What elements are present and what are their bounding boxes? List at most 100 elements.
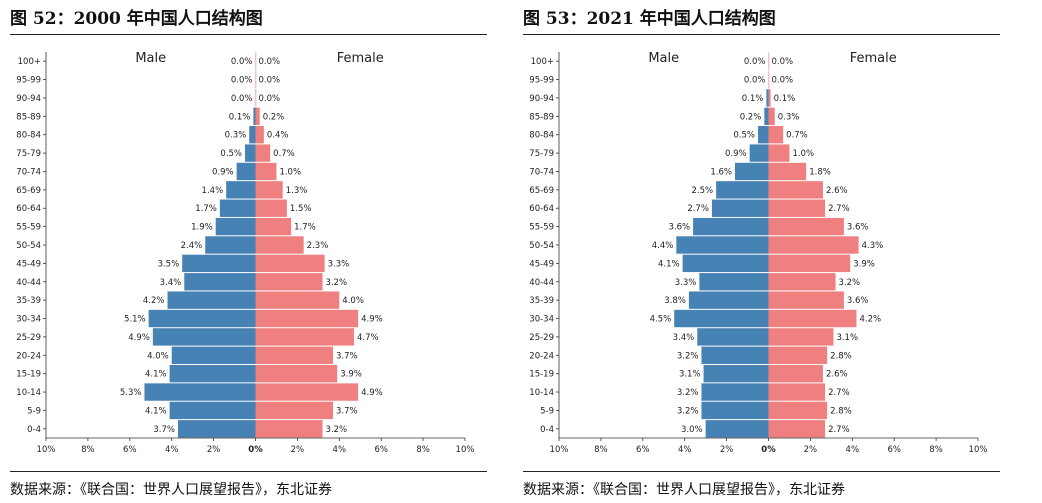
male-value-label: 0.1% (742, 94, 764, 104)
x-tick-label: 10% (456, 445, 475, 455)
x-tick-label: 2% (207, 445, 221, 455)
female-value-label: 0.2% (263, 112, 285, 122)
x-tick-label: 6% (374, 445, 388, 455)
source-rule (523, 471, 1000, 472)
male-bar (144, 383, 256, 401)
age-group-label: 75-79 (529, 149, 554, 159)
male-value-label: 3.5% (158, 259, 180, 269)
age-group-label: 35-39 (529, 296, 554, 306)
age-group-label: 30-34 (529, 315, 554, 325)
female-value-label: 3.9% (853, 259, 875, 269)
male-bar (249, 126, 256, 144)
female-bar (768, 70, 770, 89)
age-group-label: 45-49 (529, 259, 554, 269)
male-value-label: 3.8% (664, 296, 686, 306)
male-value-label: 5.1% (124, 315, 146, 325)
x-tick-label: 8% (594, 445, 608, 455)
female-value-label: 2.7% (828, 388, 850, 398)
male-bar (705, 420, 769, 438)
female-value-label: 0.4% (267, 131, 289, 141)
x-tick-label: 8% (416, 445, 430, 455)
x-tick-label: 10% (37, 445, 56, 455)
female-value-label: 2.8% (830, 406, 852, 416)
male-value-label: 1.6% (710, 167, 732, 177)
male-value-label: 3.2% (677, 406, 699, 416)
female-value-label: 0.0% (772, 57, 794, 67)
male-bar (236, 162, 256, 181)
age-group-label: 15-19 (16, 370, 41, 380)
female-bar (768, 328, 834, 346)
male-value-label: 0.0% (231, 76, 253, 86)
source-rule (10, 471, 487, 472)
male-value-label: 4.4% (652, 241, 674, 251)
male-bar (764, 107, 769, 126)
female-bar (255, 273, 323, 291)
male-bar (693, 217, 769, 236)
female-value-label: 1.8% (809, 167, 831, 177)
female-value-label: 3.2% (839, 278, 861, 288)
age-group-label: 25-29 (529, 333, 554, 343)
male-value-label: 0.0% (231, 94, 253, 104)
x-tick-label: 2% (720, 445, 734, 455)
age-group-label: 70-74 (529, 167, 554, 177)
male-bar (167, 291, 256, 309)
male-value-label: 3.4% (160, 278, 182, 288)
male-bar (766, 89, 769, 107)
female-bar (768, 346, 828, 364)
female-bar (255, 107, 260, 126)
age-group-label: 55-59 (16, 223, 41, 233)
male-header: Male (135, 51, 166, 66)
age-group-label: 10-14 (16, 388, 41, 398)
female-bar (768, 144, 790, 162)
female-bar (768, 181, 823, 199)
male-value-label: 4.1% (658, 259, 680, 269)
female-bar (255, 420, 323, 438)
female-value-label: 1.0% (792, 149, 814, 159)
female-value-label: 2.6% (826, 186, 848, 196)
female-bar (255, 291, 340, 309)
male-bar (682, 254, 769, 273)
male-value-label: 1.7% (195, 204, 217, 214)
male-value-label: 3.1% (679, 370, 701, 380)
x-tick-label: 10% (550, 445, 569, 455)
male-value-label: 4.5% (650, 315, 672, 325)
male-bar (184, 273, 256, 291)
female-bar (768, 89, 771, 107)
female-value-label: 0.0% (259, 94, 281, 104)
age-group-label: 20-24 (529, 351, 554, 361)
figure-title: 图 53：2021 年中国人口结构图 (523, 9, 776, 29)
female-bar (768, 291, 844, 309)
female-value-label: 3.6% (847, 223, 869, 233)
age-group-label: 40-44 (529, 278, 554, 288)
x-tick-label: 2% (291, 445, 305, 455)
x-tick-label: 4% (333, 445, 347, 455)
age-group-label: 0-4 (27, 425, 41, 435)
male-bar (688, 291, 769, 309)
female-bar (255, 162, 277, 181)
age-group-label: 80-84 (16, 131, 41, 141)
male-bar (676, 236, 769, 254)
female-bar (768, 199, 826, 217)
figure-title: 图 52：2000 年中国人口结构图 (10, 9, 263, 29)
male-value-label: 4.2% (143, 296, 165, 306)
male-value-label: 3.0% (681, 425, 703, 435)
male-bar (703, 364, 769, 383)
male-value-label: 3.2% (677, 388, 699, 398)
age-group-label: 45-49 (16, 259, 41, 269)
female-header: Female (850, 51, 897, 66)
female-value-label: 3.3% (328, 259, 350, 269)
x-tick-label: 0% (248, 445, 263, 455)
male-value-label: 1.9% (191, 223, 213, 233)
male-bar (169, 364, 256, 383)
male-bar (734, 162, 769, 181)
female-bar (768, 217, 844, 236)
male-value-label: 1.4% (202, 186, 224, 196)
female-value-label: 0.0% (259, 76, 281, 86)
figure-panel-2021: 图 53：2021 年中国人口结构图 Male Female 3.0% 2.7% 0-4… (523, 0, 1000, 503)
male-value-label: 4.0% (147, 351, 169, 361)
male-bar (205, 236, 256, 254)
female-bar (255, 401, 334, 420)
male-value-label: 3.6% (668, 223, 690, 233)
age-group-label: 85-89 (16, 112, 41, 122)
female-bar (768, 162, 807, 181)
